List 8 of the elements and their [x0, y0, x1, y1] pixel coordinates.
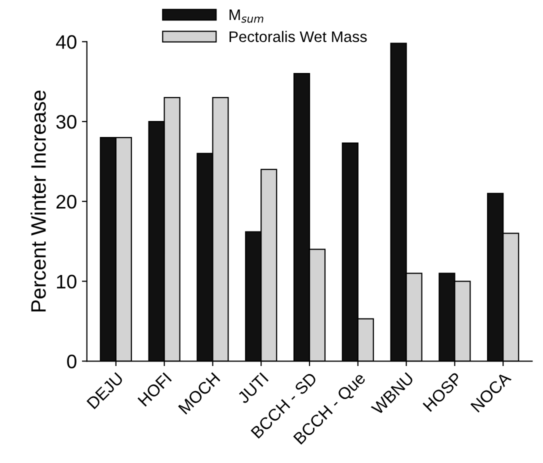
y-tick-label: 20 [56, 194, 76, 209]
y-tick-label: 10 [57, 274, 76, 289]
y-axis-title: Percent Winter Increase [30, 90, 46, 312]
legend-label: M$_{sum}$ [230, 10, 264, 23]
y-tick-label: 30 [56, 115, 76, 129]
legend-label: Pectoralis Wet Mass [230, 30, 367, 42]
y-tick-label: 40 [56, 35, 76, 49]
y-tick-label: 0 [67, 354, 76, 368]
